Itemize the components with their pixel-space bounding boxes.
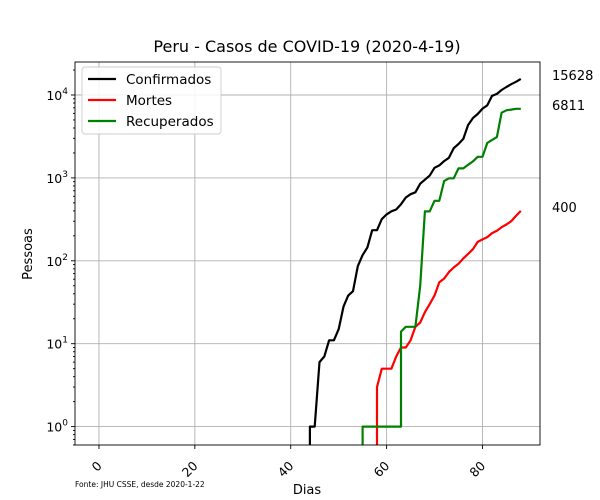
legend-box bbox=[81, 66, 222, 135]
end-value-labels: 15628 400 6811 bbox=[552, 69, 593, 216]
y-tick-label: 103 bbox=[46, 170, 68, 186]
end-label-mortes: 400 bbox=[552, 201, 577, 216]
chart-title: Peru - Casos de COVID-19 (2020-4-19) bbox=[153, 37, 460, 56]
x-axis-label: Dias bbox=[293, 483, 322, 498]
legend-label-confirmados: Confirmados bbox=[126, 72, 211, 88]
end-label-recuperados: 6811 bbox=[552, 99, 585, 114]
series-line-confirmados bbox=[308, 77, 522, 445]
y-tick-label: 100 bbox=[46, 419, 68, 435]
source-note: Fonte: JHU CSSE, desde 2020-1-22 bbox=[75, 480, 205, 489]
x-tick-label: 0 bbox=[89, 458, 105, 474]
x-tick-label: 80 bbox=[466, 458, 488, 480]
y-tick-label: 101 bbox=[46, 336, 68, 352]
end-label-confirmados: 15628 bbox=[552, 69, 593, 84]
legend: Confirmados Mortes Recuperados bbox=[81, 66, 222, 135]
series-lines bbox=[308, 77, 522, 445]
y-tick-label: 104 bbox=[46, 87, 68, 103]
legend-label-recuperados: Recuperados bbox=[126, 114, 214, 130]
x-tick-label: 40 bbox=[275, 458, 297, 480]
x-tick-label: 60 bbox=[371, 458, 393, 480]
y-tick-label: 102 bbox=[46, 253, 68, 269]
legend-label-mortes: Mortes bbox=[126, 93, 172, 109]
plot-frame bbox=[74, 61, 541, 446]
x-tick-label: 20 bbox=[179, 458, 201, 480]
series-line-mortes bbox=[375, 210, 522, 445]
series-line-recuperados bbox=[361, 107, 521, 445]
y-axis-label: Pessoas bbox=[21, 228, 36, 280]
